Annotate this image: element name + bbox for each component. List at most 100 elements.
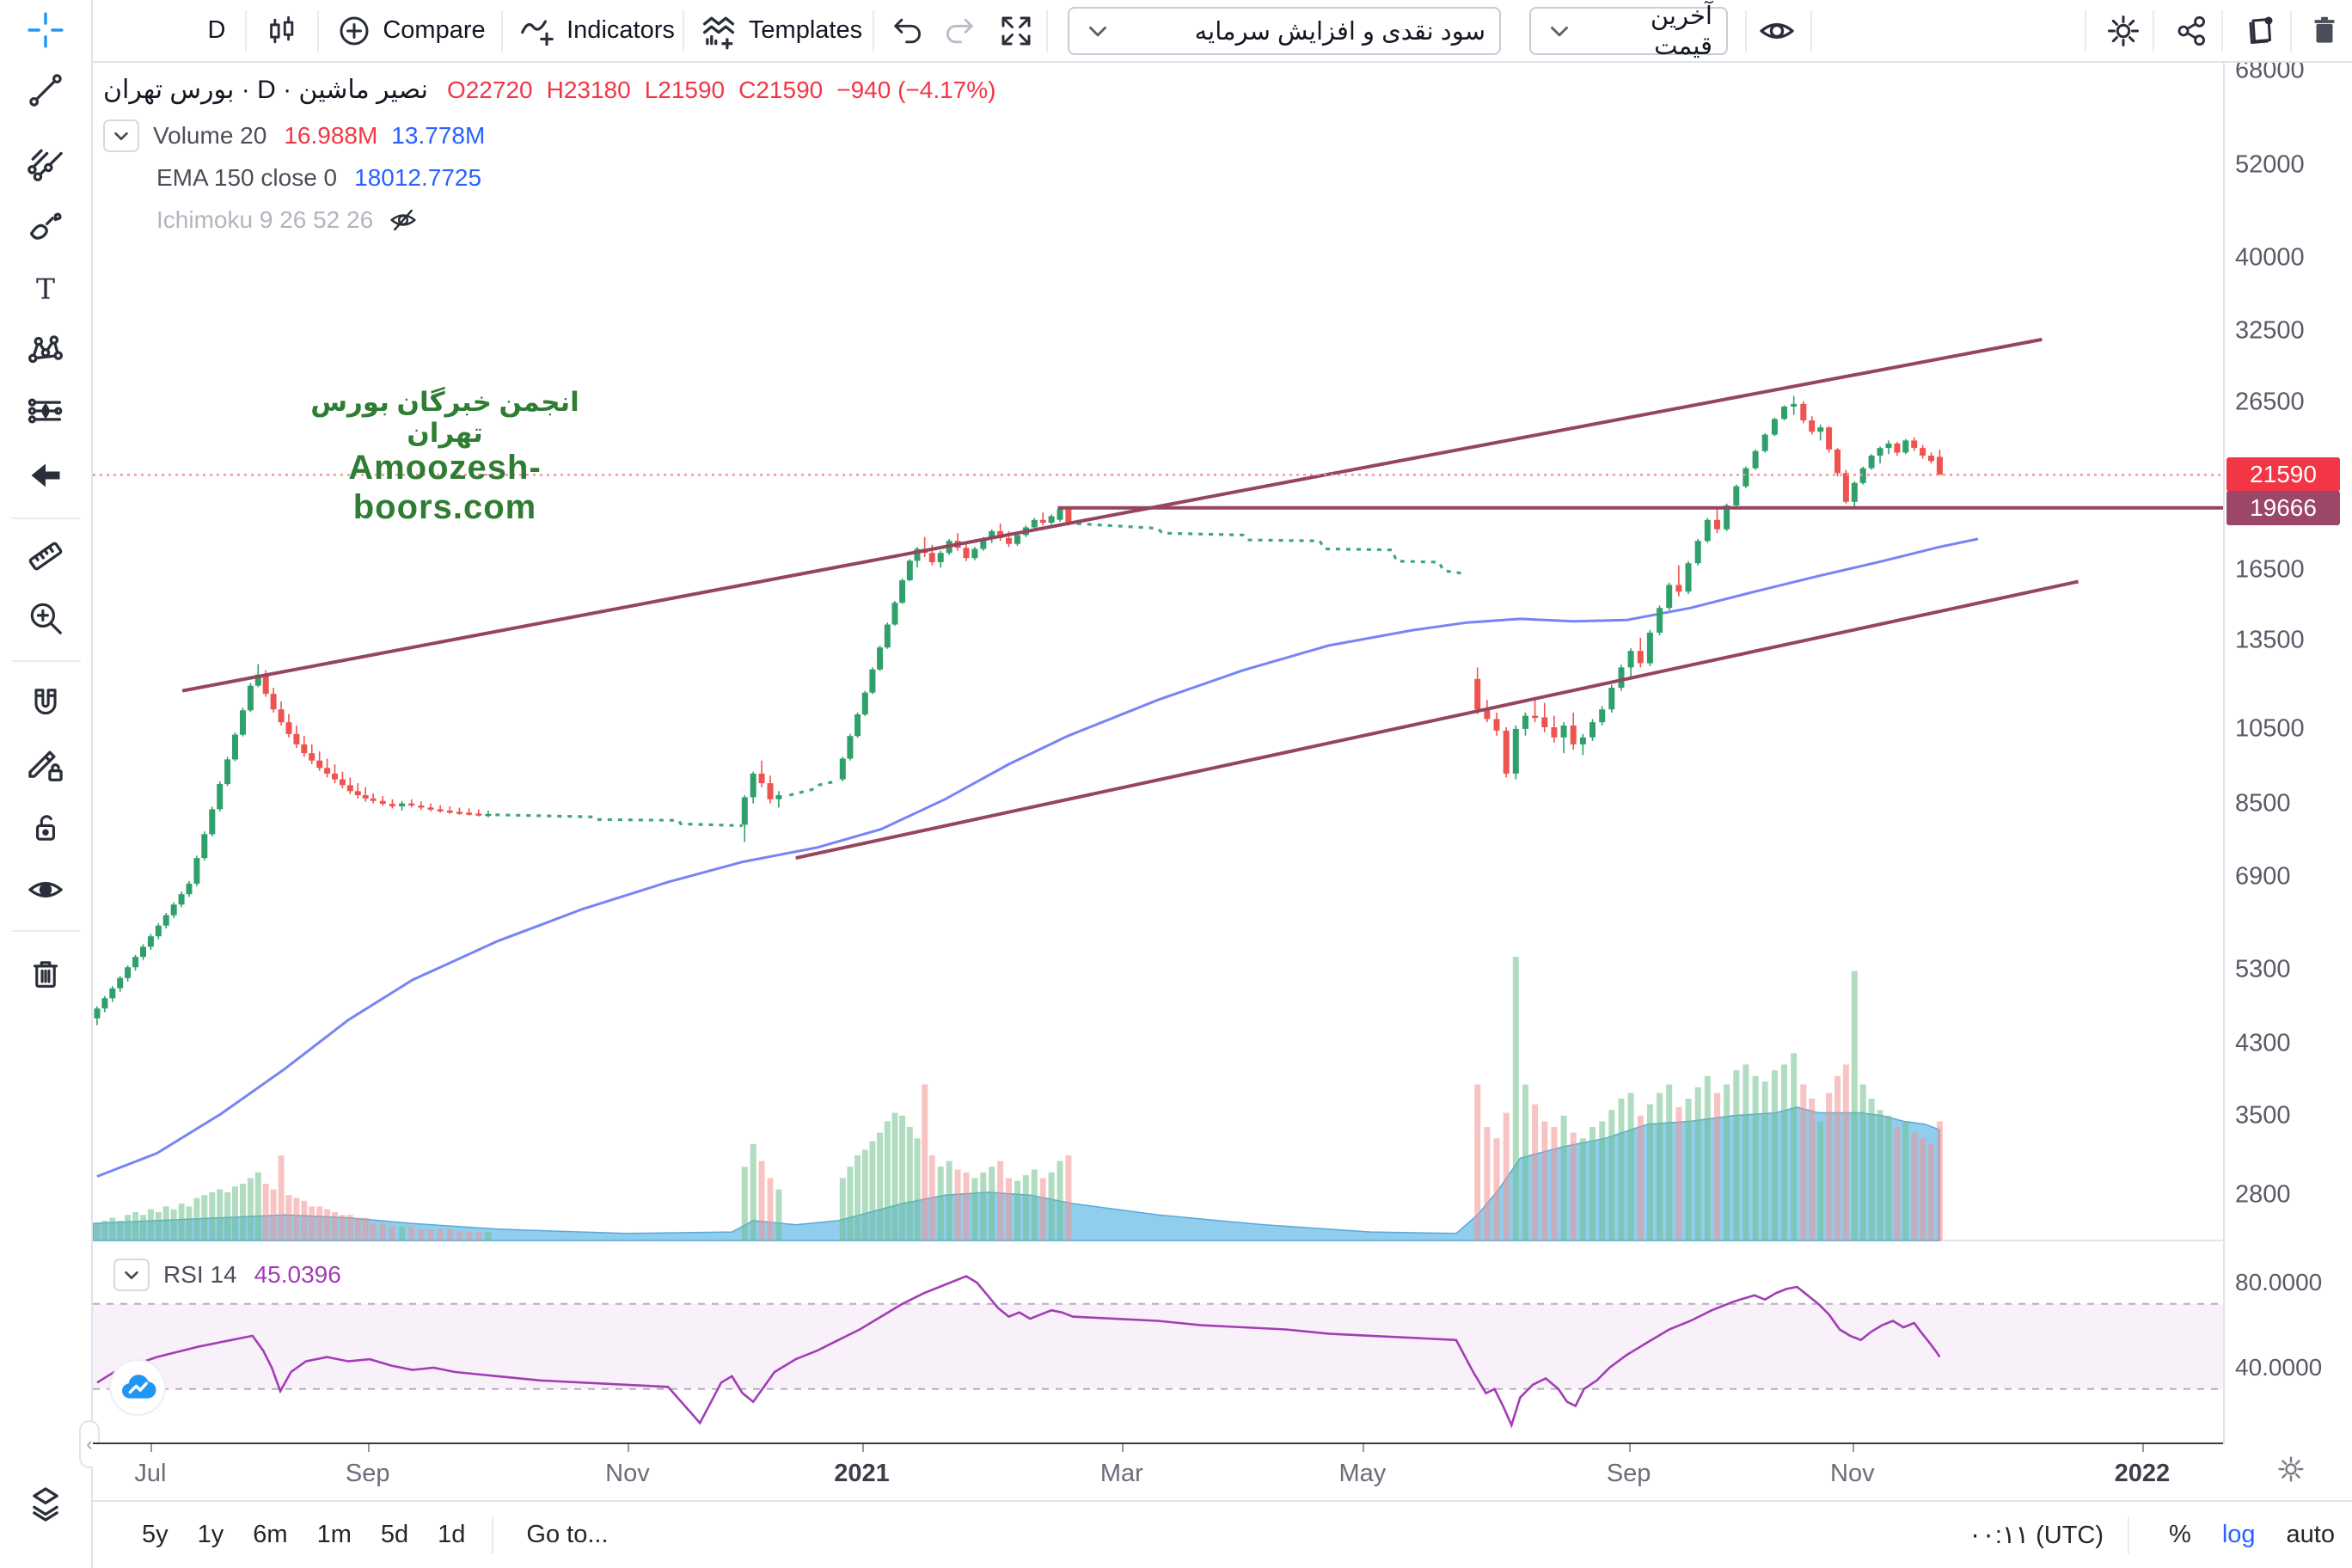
price-tick: 3500 [2235,1101,2291,1130]
brush-tool[interactable] [26,205,65,245]
adjustment-dropdown[interactable]: سود نقدی و افزایش سرمایه [1068,7,1501,55]
volume-bar [954,1169,961,1240]
time-tick [367,1444,370,1452]
candle-body [247,685,254,711]
candle-body [1800,403,1807,420]
percent-scale-button[interactable]: % [2169,1521,2191,1548]
candle-body [1791,403,1798,407]
candle-body [1484,709,1491,720]
price-tick: 32500 [2235,316,2305,345]
candle-body [1928,456,1934,462]
price-tick: 8500 [2235,789,2291,818]
snapshot-button[interactable] [2233,0,2288,61]
trend-line-tool[interactable] [27,71,64,109]
redo-button[interactable] [934,0,985,61]
range-button-1y[interactable]: 1y [197,1521,224,1548]
candle-body [1733,486,1740,505]
candle-body [750,773,756,798]
hide-all-tool[interactable] [26,870,65,910]
magnet-tool[interactable] [27,683,64,721]
rsi-row[interactable]: RSI 14 45.0396 [113,1259,341,1291]
symbol-title: نصیر ماشین · D · بورس تهران [103,76,428,104]
volume-collapse-button[interactable] [103,119,139,152]
watch-button[interactable] [1749,0,1805,61]
candle-body [1859,468,1866,483]
crosshair-tool[interactable] [27,11,64,49]
settings-button[interactable] [2096,0,2151,61]
volume-bar [869,1141,876,1240]
share-button[interactable] [2165,0,2220,61]
volume-bar [389,1226,395,1240]
range-button-6m[interactable]: 6m [253,1521,288,1548]
log-scale-button[interactable]: log [2221,1521,2256,1548]
candle-body [767,783,774,799]
time-axis-border [93,1442,2223,1445]
long-position-tool[interactable] [26,391,65,431]
eye-off-icon[interactable] [389,205,418,235]
clock-button[interactable]: ۰۰:۱۱ (UTC) [1968,1522,2104,1549]
symbol-row[interactable]: نصیر ماشین · D · بورس تهران O22720 H2318… [103,75,995,105]
auto-scale-button[interactable]: auto [2286,1521,2335,1548]
halted-price-line [788,779,839,797]
volume-bar [1608,1110,1615,1240]
volume-bar [1826,1093,1833,1240]
rsi-collapse-button[interactable] [113,1259,150,1291]
volume-bar [1031,1169,1038,1240]
candle-body [989,530,995,539]
candle-body [186,883,193,895]
chart-canvas[interactable] [93,63,2223,1444]
remove-all-tool[interactable] [27,956,64,994]
sidebar-divider [12,518,81,519]
candle-body [1646,632,1653,664]
undo-icon [891,14,925,48]
undo-button[interactable] [882,0,934,61]
volume-bar [1048,1172,1055,1240]
volume-bar [1057,1161,1063,1240]
time-tick [1362,1444,1364,1452]
volume-row[interactable]: Volume 20 16.988M 13.778M [103,119,485,152]
compare-button[interactable]: Compare [334,0,488,61]
object-tree-tool[interactable] [26,1485,65,1524]
axis-settings-button[interactable] [2276,1455,2306,1484]
price-source-dropdown[interactable]: آخرین قیمت [1529,3,1728,60]
volume-bar [750,1143,756,1240]
text-tool-tool[interactable]: T [28,272,64,308]
volume-bar [1851,971,1858,1240]
range-button-1d[interactable]: 1d [438,1521,466,1548]
candle-body [270,694,277,710]
volume-bar [1791,1053,1798,1240]
time-axis[interactable]: Jul Sep Nov 2021 Mar May Sep Nov 2022 [93,1444,2352,1500]
ohlc-high: H23180 [546,76,631,103]
pitchfork-tool[interactable] [26,144,65,183]
delete-button[interactable] [2299,0,2350,61]
volume-bar [1936,1121,1943,1240]
price-tick: 52000 [2235,150,2305,179]
xabcd-pattern-tool[interactable] [26,330,65,370]
interval-button[interactable]: D [193,0,241,61]
fullscreen-button[interactable] [990,0,1042,61]
candle-body [1685,563,1692,592]
zoom-in-tool[interactable] [27,599,64,637]
draw-lock-tool[interactable] [26,745,65,785]
volume-bar [117,1220,124,1240]
range-button-1m[interactable]: 1m [316,1521,352,1548]
volume-bar [767,1178,774,1240]
volume-bar [456,1232,462,1240]
templates-button[interactable]: Templates [695,0,867,61]
ema-row[interactable]: EMA 150 close 0 18012.7725 [156,164,481,192]
arrow-tool-tool[interactable] [28,457,64,493]
goto-button[interactable]: Go to... [526,1521,609,1548]
ruler-tool[interactable] [26,536,65,576]
ichimoku-row[interactable]: Ichimoku 9 26 52 26 [156,205,418,235]
chart-style-button[interactable] [256,0,306,61]
volume-bar [346,1215,353,1240]
sidebar-divider [12,660,81,662]
price-axis[interactable]: 68000 52000 40000 32500 26500 16500 13500 10500… [2223,63,2352,1444]
range-button-5d[interactable]: 5d [380,1521,409,1548]
lock-all-tool[interactable] [27,808,64,846]
candle-body [332,773,338,780]
indicators-button[interactable]: Indicators [516,0,677,61]
candle-body [1503,730,1510,774]
range-button-5y[interactable]: 5y [142,1521,168,1548]
provider-logo[interactable] [109,1359,166,1416]
